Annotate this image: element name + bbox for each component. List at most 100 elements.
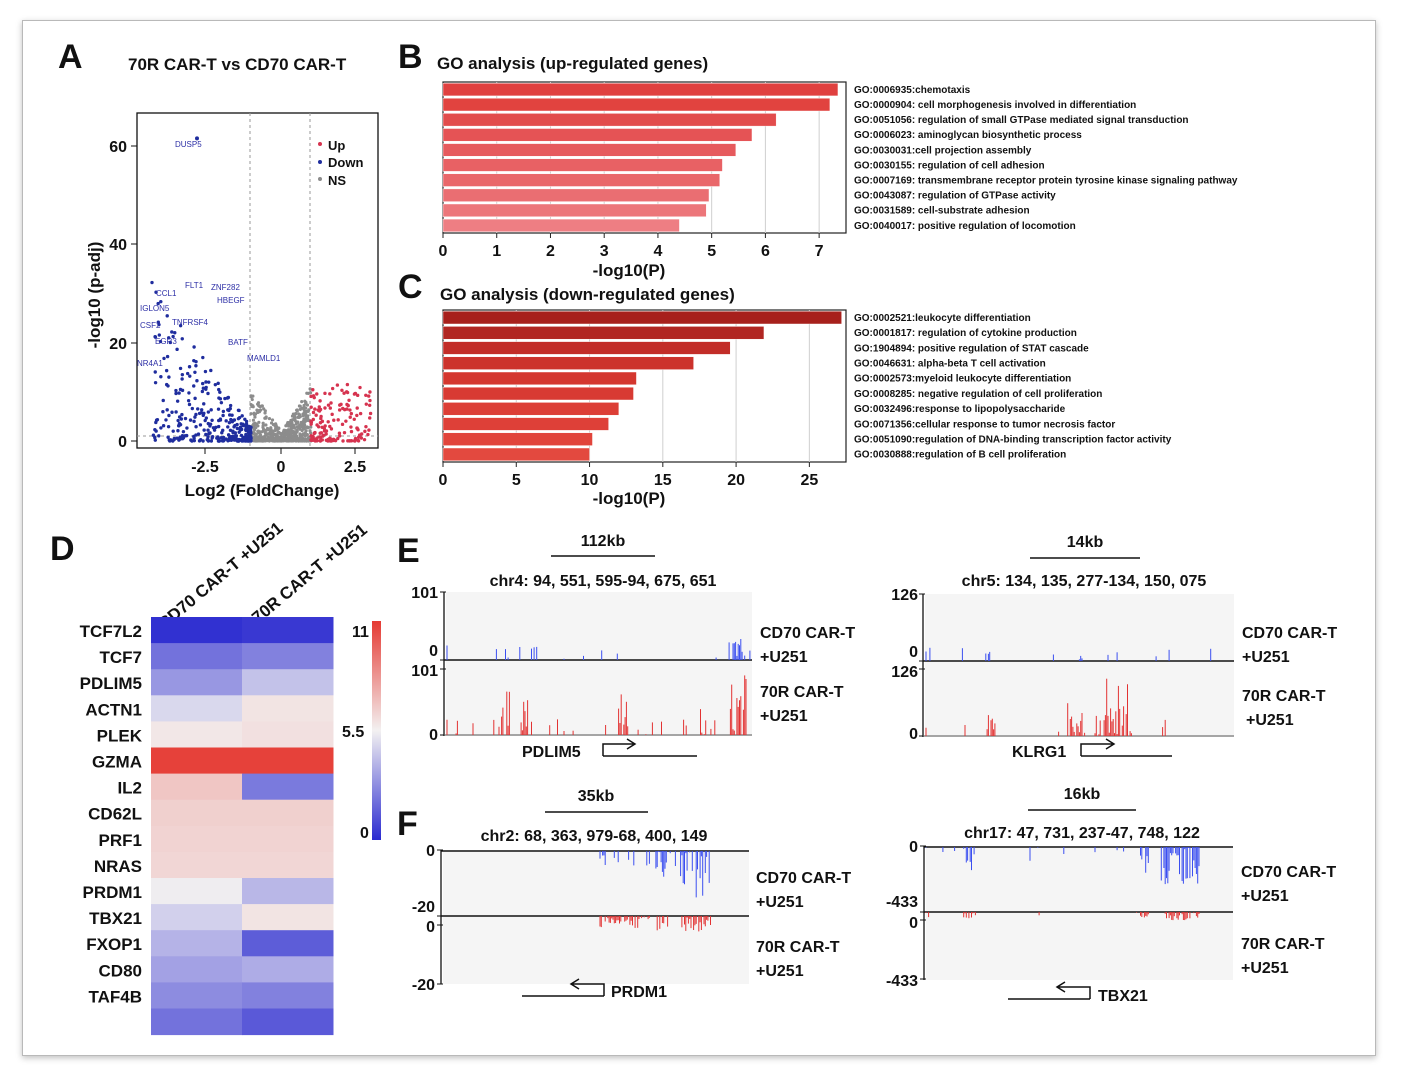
heatmap-row-label: TBX21 <box>89 909 142 928</box>
colorbar-label-max: 11 <box>352 624 369 641</box>
panel-letter-a: A <box>58 38 83 76</box>
track-label-line2: +U251 <box>760 708 808 725</box>
track-label-line2: +U251 <box>756 894 804 911</box>
down-point <box>171 439 175 443</box>
up-point <box>315 436 319 440</box>
down-point <box>209 408 213 412</box>
ns-point <box>258 433 262 437</box>
down-point <box>232 425 236 429</box>
down-point <box>178 387 183 392</box>
heatmap-row-label: PDLIM5 <box>80 674 142 693</box>
heatmap: TCF7L2 TCF7 PDLIM5 ACTN1 PLEK GZMA IL2 CD62L PRF… <box>80 617 334 1036</box>
up-point <box>368 390 372 394</box>
ns-point <box>257 403 261 408</box>
heatmap-cell <box>151 747 243 775</box>
y-max-label: 126 <box>891 664 918 681</box>
x-tick-label: 6 <box>761 243 770 260</box>
down-point <box>232 418 237 422</box>
heatmap-cell <box>242 904 334 931</box>
ns-point <box>287 429 292 433</box>
down-point <box>229 417 233 422</box>
track-label-line2: +U251 <box>760 649 808 666</box>
heatmap-cell <box>151 956 243 983</box>
ns-point <box>261 421 265 425</box>
up-point <box>315 392 319 396</box>
down-point <box>194 433 198 437</box>
down-point <box>161 424 166 428</box>
down-point <box>180 377 184 381</box>
up-point <box>309 394 313 399</box>
down-point <box>235 426 240 431</box>
track-label-70r: 70R CAR-T <box>760 684 844 701</box>
down-point <box>154 290 158 294</box>
gene-arrow <box>569 978 605 996</box>
heatmap-row-label: IL2 <box>117 779 142 798</box>
colorbar-label-min: 0 <box>360 825 369 842</box>
up-point <box>349 425 353 429</box>
gene-label: IGLON5 <box>140 304 170 313</box>
up-point <box>348 415 352 419</box>
track-label-70r: 70R CAR-T <box>756 939 840 956</box>
down-point <box>168 439 172 443</box>
down-point <box>193 396 197 401</box>
go-bar <box>442 387 634 401</box>
down-point <box>202 428 206 432</box>
y-bottom-label: -20 <box>412 899 435 916</box>
go-term-label: GO:0071356:cellular response to tumor ne… <box>854 419 1115 430</box>
heatmap-cell <box>151 617 243 644</box>
down-point <box>165 354 170 359</box>
heatmap-cell <box>151 773 243 801</box>
down-point <box>227 420 232 425</box>
ns-point <box>250 397 254 402</box>
up-point <box>347 398 351 402</box>
volcano-ytick-label: 0 <box>118 434 127 451</box>
up-point <box>328 392 332 396</box>
down-point <box>157 333 162 337</box>
panel-letter-c: C <box>398 268 423 306</box>
go-term-label: GO:0043087: regulation of GTPase activit… <box>854 191 1056 202</box>
down-point <box>232 434 237 438</box>
down-point <box>167 336 171 340</box>
up-point <box>328 424 332 429</box>
heatmap-row-label: PLEK <box>97 726 143 745</box>
ns-point <box>262 407 266 411</box>
down-point <box>174 388 178 393</box>
volcano-xtick-label: -2.5 <box>191 459 219 476</box>
up-point <box>328 436 333 441</box>
track-coords: chr4: 94, 551, 595-94, 675, 651 <box>490 573 717 590</box>
volcano-ytick-label: 20 <box>109 336 127 353</box>
ns-point <box>257 410 262 414</box>
y-min-label: 0 <box>429 643 438 660</box>
heatmap-cell <box>151 878 243 905</box>
ns-point <box>304 406 308 410</box>
ns-point <box>292 426 297 430</box>
down-point <box>208 422 213 426</box>
ns-point <box>274 422 278 426</box>
y-top-label: 0 <box>909 915 918 932</box>
ns-point <box>251 405 255 409</box>
heatmap-row-label: GZMA <box>92 753 142 772</box>
x-tick-label: 1 <box>492 243 501 260</box>
up-point <box>335 383 340 387</box>
ns-point <box>304 400 308 405</box>
ns-point <box>270 433 274 438</box>
ns-point <box>290 418 295 422</box>
heatmap-colorbar <box>372 621 381 840</box>
ns-point <box>276 437 280 442</box>
down-point <box>166 424 171 429</box>
down-point <box>170 410 174 414</box>
down-point <box>159 374 163 379</box>
y-top-label: 0 <box>909 839 918 856</box>
ns-point <box>249 412 253 416</box>
down-point <box>215 436 219 440</box>
heatmap-row-label: TCF7 <box>100 648 143 667</box>
go-down-chart: 0 5 10 15 20 25 GO:0002521:leukocyte different… <box>439 309 1172 489</box>
down-point <box>159 426 163 430</box>
up-point <box>349 411 354 416</box>
y-top-label: 0 <box>426 919 435 936</box>
ns-point <box>253 423 257 427</box>
down-point <box>237 408 241 413</box>
heatmap-cell <box>151 930 243 957</box>
ns-point <box>293 439 298 443</box>
down-point <box>221 413 225 418</box>
